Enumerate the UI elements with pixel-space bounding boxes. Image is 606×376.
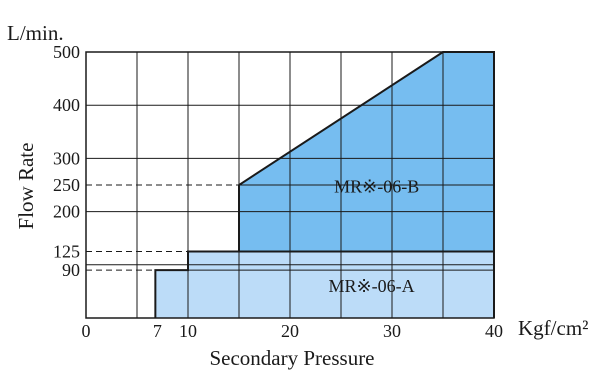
y-axis-title: Flow Rate — [14, 143, 38, 230]
x-tick-label: 30 — [383, 321, 401, 341]
y-tick-label: 400 — [53, 95, 80, 115]
x-axis-title: Secondary Pressure — [209, 346, 374, 370]
series-label-mr-06-b: MR※-06-B — [334, 177, 419, 197]
region-mr-06-a — [155, 251, 495, 318]
x-tick-label: 10 — [179, 321, 197, 341]
x-unit-label: Kgf/cm² — [518, 316, 588, 340]
x-tick-label: 7 — [153, 321, 162, 341]
y-unit-label: L/min. — [7, 21, 64, 45]
series-labels-layer: MR※-06-A MR※-06-B — [329, 177, 420, 296]
y-tick-label: 200 — [53, 202, 80, 222]
y-tick-label: 125 — [53, 242, 80, 262]
plot-frame — [85, 51, 495, 319]
y-tick-label: 300 — [53, 148, 80, 168]
x-tick-label: 0 — [82, 321, 91, 341]
x-tick-label: 40 — [485, 321, 503, 341]
y-tick-label: 250 — [53, 175, 80, 195]
regions-layer — [155, 52, 495, 318]
y-tick-label: 90 — [62, 260, 80, 280]
series-label-mr-06-a: MR※-06-A — [329, 276, 415, 296]
y-tick-label: 500 — [53, 42, 80, 62]
region-mr-06-b — [239, 52, 494, 252]
x-tick-label: 20 — [281, 321, 299, 341]
